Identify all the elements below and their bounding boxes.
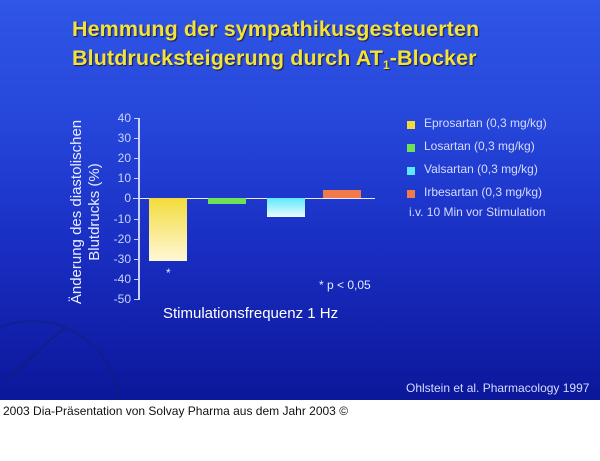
- y-tick: [134, 178, 139, 180]
- y-tick: [134, 218, 139, 220]
- y-tick: [134, 258, 139, 260]
- y-tick-label: 0: [124, 191, 131, 206]
- significance-note: * p < 0,05: [319, 278, 371, 292]
- y-tick: [134, 278, 139, 280]
- y-tick-label: -30: [113, 251, 131, 266]
- y-tick-label: -40: [113, 271, 131, 286]
- bar-losartan: [208, 198, 246, 205]
- y-tick: [134, 138, 139, 140]
- y-tick-label: 10: [117, 171, 131, 186]
- bar-eprosartan: [149, 198, 187, 261]
- slide-title: Hemmung der sympathikusgesteuerten Blutd…: [72, 15, 542, 80]
- legend-swatch-icon: [407, 190, 415, 198]
- y-tick: [134, 198, 139, 200]
- y-tick-label: -20: [113, 231, 131, 246]
- y-tick-label: 40: [117, 111, 131, 125]
- legend-note: i.v. 10 Min vor Stimulation: [409, 205, 546, 219]
- y-tick: [134, 238, 139, 240]
- significance-star: *: [166, 266, 171, 280]
- legend-label: Losartan (0,3 mg/kg): [424, 139, 535, 153]
- source-citation: Ohlstein et al. Pharmacology 1997: [406, 381, 590, 395]
- x-axis-label: Stimulationsfrequenz 1 Hz: [163, 305, 339, 322]
- title-line-2: Blutdrucksteigerung durch AT1-Blocker: [72, 44, 542, 80]
- y-tick-label: 20: [117, 151, 131, 166]
- title-line-2-suffix: -Blocker: [389, 46, 477, 70]
- image-caption: 2003 Dia-Präsentation von Solvay Pharma …: [3, 404, 349, 418]
- y-tick-label: -10: [113, 211, 131, 226]
- y-tick-label: -50: [113, 292, 131, 306]
- y-tick: [134, 158, 139, 160]
- legend-swatch-icon: [407, 167, 415, 175]
- title-line-2-text: Blutdrucksteigerung durch AT: [72, 46, 383, 70]
- y-axis: [138, 118, 140, 300]
- title-line-1: Hemmung der sympathikusgesteuerten: [72, 17, 480, 41]
- y-tick: [134, 118, 139, 119]
- legend-swatch-icon: [407, 144, 415, 152]
- legend-label: Valsartan (0,3 mg/kg): [424, 162, 538, 176]
- title-subscript: 1: [382, 58, 390, 72]
- bar-valsartan: [267, 198, 305, 217]
- legend-swatch-icon: [407, 121, 415, 129]
- legend-label: Irbesartan (0,3 mg/kg): [424, 185, 543, 199]
- zero-line: [133, 198, 375, 199]
- slide: Hemmung der sympathikusgesteuerten Blutd…: [0, 0, 600, 400]
- y-tick-label: 30: [117, 131, 131, 146]
- bar-irbesartan: [323, 190, 361, 199]
- y-tick: [134, 299, 139, 300]
- legend-label: Eprosartan (0,3 mg/kg): [424, 116, 547, 130]
